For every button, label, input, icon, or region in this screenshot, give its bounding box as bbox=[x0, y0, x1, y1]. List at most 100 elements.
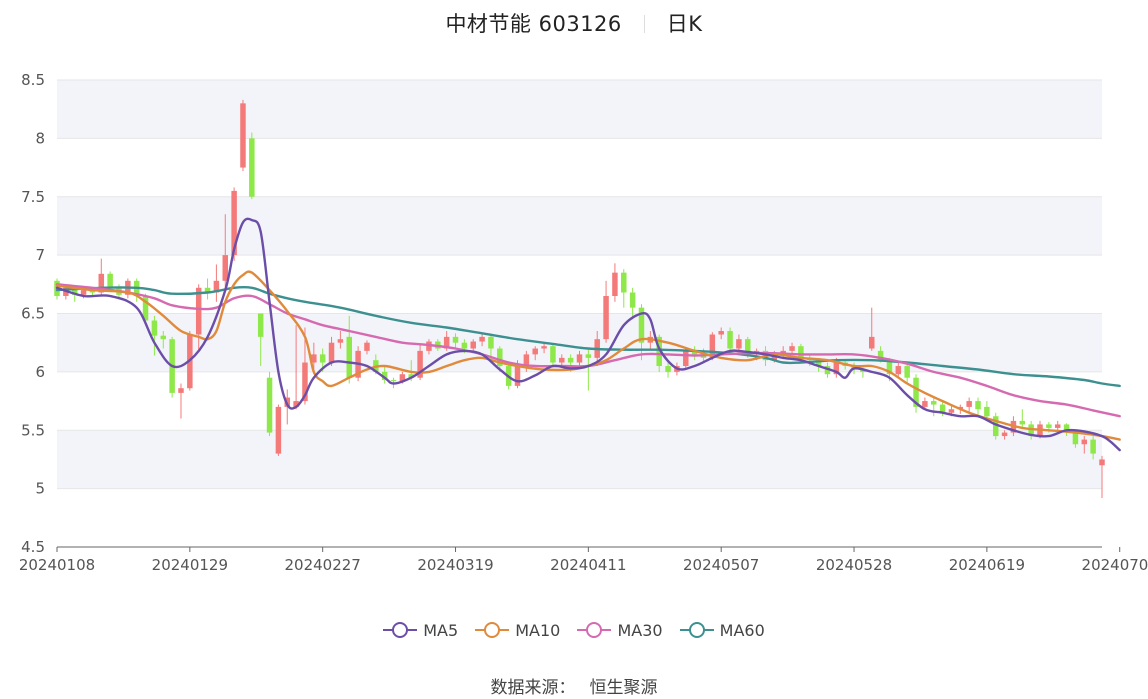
candle-body bbox=[160, 335, 167, 340]
candle-body bbox=[443, 336, 450, 349]
candle-body bbox=[877, 350, 884, 361]
candle-body bbox=[319, 354, 326, 363]
candle-body bbox=[1081, 439, 1088, 445]
candle-body bbox=[142, 295, 149, 321]
candle-body bbox=[709, 334, 716, 358]
candle-body bbox=[585, 354, 592, 358]
candle-body bbox=[337, 339, 344, 343]
y-tick-label: 8 bbox=[35, 129, 45, 147]
legend-item-ma5[interactable]: MA5 bbox=[383, 620, 458, 640]
candle-body bbox=[567, 357, 574, 363]
x-tick-label: 20240108 bbox=[19, 556, 95, 574]
y-axis: 4.5 5 5.5 6 6.5 7 7.5 8 8.5 bbox=[21, 71, 45, 556]
y-tick-label: 6.5 bbox=[21, 305, 45, 323]
candle-body bbox=[948, 409, 955, 413]
x-tick-label: 20240507 bbox=[683, 556, 759, 574]
candle-body bbox=[665, 366, 671, 372]
title-divider bbox=[643, 15, 645, 33]
legend-ma60-icon bbox=[679, 620, 714, 640]
candle-body bbox=[603, 295, 609, 340]
candle-body bbox=[80, 290, 87, 295]
line-ma5 bbox=[55, 217, 1121, 452]
candle-body bbox=[390, 380, 397, 382]
candle-body bbox=[718, 331, 724, 335]
x-tick-label: 20240411 bbox=[550, 556, 626, 574]
candle-body bbox=[975, 401, 981, 410]
candle-body bbox=[939, 404, 946, 413]
x-tick-label: 20240528 bbox=[816, 556, 892, 574]
candle-body bbox=[798, 346, 804, 358]
legend-ma10-label: MA10 bbox=[515, 620, 561, 640]
candle-body bbox=[479, 336, 485, 342]
candle-body bbox=[240, 103, 246, 168]
candle-body bbox=[1028, 424, 1034, 437]
candle-body bbox=[691, 350, 698, 355]
chart-period: 日K bbox=[666, 12, 703, 36]
candle-body bbox=[727, 331, 733, 349]
data-source: 数据来源： 恒生聚源 bbox=[0, 673, 1148, 698]
candle-body bbox=[833, 362, 840, 375]
candle-body bbox=[89, 290, 96, 293]
candle-body bbox=[364, 342, 370, 351]
candle-body bbox=[789, 346, 795, 351]
candle-body bbox=[213, 280, 220, 293]
candle-body bbox=[1090, 439, 1096, 454]
candle-body bbox=[904, 366, 910, 378]
legend-item-ma60[interactable]: MA60 bbox=[679, 620, 765, 640]
candle-body bbox=[621, 272, 627, 293]
candlestick-chart: 4.555.566.577.588.5 20240108 20240129 2024… bbox=[19, 71, 1148, 574]
candle-body bbox=[461, 342, 468, 349]
candle-body bbox=[195, 287, 202, 335]
plot-band bbox=[57, 196, 1102, 256]
candle-body bbox=[417, 350, 423, 378]
x-tick-label: 20240619 bbox=[949, 556, 1025, 574]
y-tick-label: 7.5 bbox=[21, 188, 45, 206]
candle-body bbox=[488, 336, 494, 349]
x-tick-label: 20240129 bbox=[152, 556, 228, 574]
candle-body bbox=[523, 354, 530, 367]
x-tick-label: 20240227 bbox=[284, 556, 360, 574]
candle-body bbox=[550, 346, 556, 363]
candle-body bbox=[266, 377, 273, 433]
legend-ma10-icon bbox=[475, 620, 510, 640]
y-tick-label: 8.5 bbox=[21, 71, 45, 89]
y-tick-label: 7 bbox=[35, 246, 45, 264]
candle-body bbox=[311, 354, 317, 363]
candle-body bbox=[860, 369, 866, 372]
plot-band bbox=[57, 430, 1102, 489]
candle-body bbox=[222, 255, 229, 281]
x-tick-label: 20240319 bbox=[417, 556, 493, 574]
y-tick-label: 5.5 bbox=[21, 421, 45, 439]
legend-ma5-icon bbox=[383, 620, 418, 640]
legend-ma30-icon bbox=[577, 620, 612, 640]
candle-body bbox=[151, 320, 158, 336]
candle-body bbox=[1099, 459, 1105, 466]
candle-body bbox=[541, 346, 547, 349]
legend: MA5 MA10 MA30 MA60 bbox=[0, 620, 1148, 644]
legend-item-ma30[interactable]: MA30 bbox=[577, 620, 663, 640]
candle-body bbox=[886, 360, 893, 375]
legend-item-ma10[interactable]: MA10 bbox=[475, 620, 560, 640]
data-source-value: 恒生聚源 bbox=[589, 678, 658, 698]
x-axis: 20240108 20240129 20240227 20240319 20240411… bbox=[19, 546, 1148, 574]
candle-body bbox=[638, 307, 645, 343]
candle-body bbox=[1019, 420, 1026, 425]
candle-body bbox=[346, 336, 352, 378]
x-tick-label: 20240709 bbox=[1082, 556, 1148, 574]
candle-body bbox=[1001, 432, 1008, 437]
candle-body bbox=[922, 401, 928, 407]
candle-body bbox=[683, 350, 689, 367]
candle-body bbox=[992, 416, 999, 437]
candle-body bbox=[107, 273, 113, 288]
y-tick-label: 5 bbox=[35, 480, 45, 498]
candle-body bbox=[249, 138, 255, 197]
candle-body bbox=[1072, 432, 1079, 445]
candle-body bbox=[824, 366, 831, 375]
candle-body bbox=[275, 406, 282, 454]
legend-ma30-label: MA30 bbox=[617, 620, 663, 640]
candle-body bbox=[576, 354, 583, 363]
candle-body bbox=[1054, 424, 1061, 428]
candle-body bbox=[470, 341, 476, 349]
candle-body bbox=[984, 406, 990, 417]
line-ma10 bbox=[55, 270, 1121, 441]
